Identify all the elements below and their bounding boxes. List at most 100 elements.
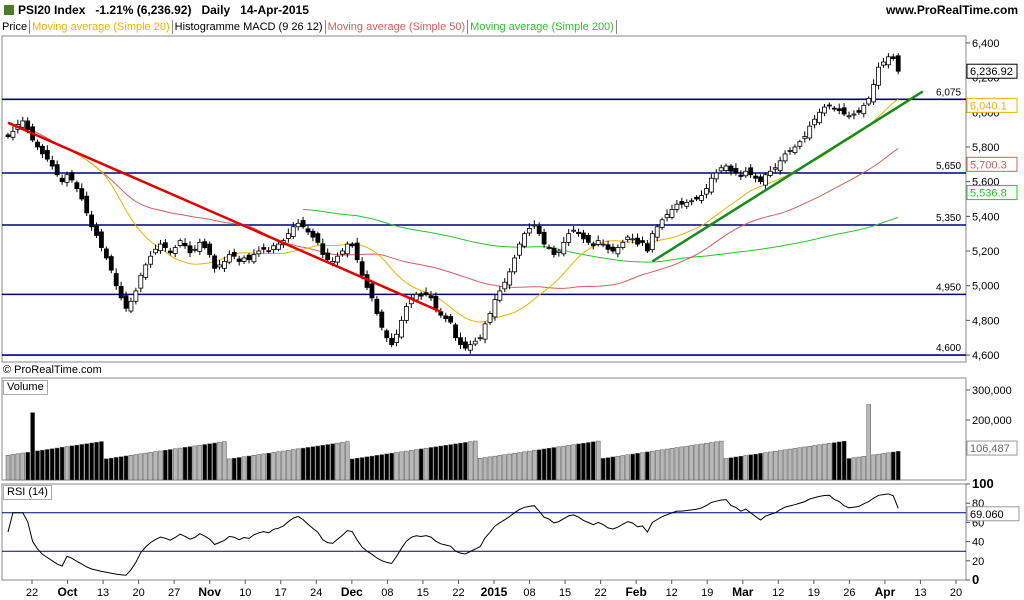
volume-bar [389, 452, 394, 481]
legend-item-ma20[interactable]: Moving average (Simple 20) [30, 20, 173, 34]
volume-bar [379, 454, 385, 481]
volume-bar [320, 445, 326, 481]
candle [40, 145, 45, 155]
candle [807, 125, 813, 139]
candle [374, 298, 380, 314]
volume-bar [384, 453, 389, 481]
volume-bar [787, 448, 793, 481]
candle [846, 115, 852, 118]
rsi-ytick-label: 40 [972, 537, 984, 549]
legend-item-ma200[interactable]: Moving average (Simple 200) [468, 20, 617, 34]
legend-item-macd[interactable]: Histogramme MACD (9 26 12) [173, 20, 326, 34]
candle [379, 311, 385, 328]
ma200-tag-box [966, 185, 1018, 201]
candle [497, 290, 503, 301]
volume-bar [748, 454, 753, 481]
candle [674, 203, 680, 210]
support-line-label: 4,600 [936, 343, 961, 354]
rsi-ytick-label: 0 [972, 572, 979, 587]
volume-bar [241, 456, 247, 481]
volume-bar [89, 442, 94, 481]
legend-item-ma50[interactable]: Moving average (Simple 50) [326, 20, 469, 34]
candle [522, 233, 527, 247]
candle [84, 195, 90, 214]
candle [54, 164, 60, 176]
candle [94, 225, 99, 236]
candle [517, 243, 522, 256]
volume-bar [881, 453, 886, 481]
legend-item-price[interactable]: Price [0, 20, 31, 34]
volume-bar [418, 448, 424, 481]
candle [187, 245, 193, 254]
candle [822, 106, 827, 114]
volume-bar [689, 445, 694, 481]
volume-bar [79, 444, 85, 481]
candle [581, 232, 586, 240]
candle [777, 160, 783, 171]
candle [325, 252, 331, 261]
candle [443, 315, 449, 320]
volume-bar [128, 455, 134, 481]
candle [310, 230, 316, 238]
support-line-label: 5,650 [936, 161, 961, 172]
candle [143, 264, 149, 278]
volume-bar [640, 452, 645, 481]
candle [212, 255, 217, 269]
volume-bar [487, 456, 493, 481]
volume-bar [733, 456, 739, 481]
volume-bar [463, 442, 468, 481]
candle [384, 330, 390, 339]
candle [261, 247, 267, 250]
price-panel-frame [1, 35, 967, 363]
instrument-icon [4, 5, 14, 15]
volume-bar [492, 455, 498, 481]
volume-bar [286, 450, 291, 481]
candle [649, 233, 655, 251]
candle [512, 257, 517, 273]
volume-bar [822, 443, 827, 481]
candle [635, 237, 640, 245]
candle [482, 323, 488, 340]
candle [167, 250, 173, 254]
candle [285, 233, 291, 239]
volume-bar [635, 453, 640, 481]
candle [74, 182, 80, 189]
candle [207, 243, 213, 255]
ma20-line [56, 98, 899, 323]
volume-bar [556, 446, 562, 481]
volume-bar [227, 458, 232, 481]
candle [885, 56, 891, 66]
volume-bar [45, 449, 50, 481]
volume-bar [433, 446, 439, 481]
volume-bar [94, 442, 99, 481]
volume-bar [59, 447, 65, 481]
volume-bar [177, 447, 183, 481]
candle [566, 233, 572, 243]
volume-bar [891, 451, 896, 481]
price-ytick-label: 5,000 [972, 281, 1000, 293]
volume-bar [291, 449, 296, 481]
x-tick-label: 08 [523, 587, 535, 599]
volume-bar [453, 443, 458, 481]
candle [423, 292, 429, 295]
volume-bar [354, 457, 360, 481]
x-tick-label: 17 [275, 587, 287, 599]
x-tick-label: 22 [26, 587, 38, 599]
volume-bar [40, 449, 45, 481]
candle [271, 245, 276, 251]
last-price-tag: 6,236.92 [970, 66, 1013, 78]
volume-bar [261, 453, 267, 481]
candle [256, 250, 262, 255]
candle [64, 174, 70, 183]
candle [359, 261, 365, 276]
volume-bar [99, 441, 104, 481]
volume-bar [69, 445, 75, 481]
volume-bar [222, 441, 227, 481]
volume-ytick-label: 200,000 [972, 415, 1012, 427]
site-link[interactable]: www.ProRealTime.com [885, 3, 1018, 17]
volume-bar [409, 450, 414, 481]
volume-bar [591, 441, 596, 481]
candle [802, 136, 808, 139]
candle [620, 241, 626, 248]
candle [25, 120, 31, 131]
